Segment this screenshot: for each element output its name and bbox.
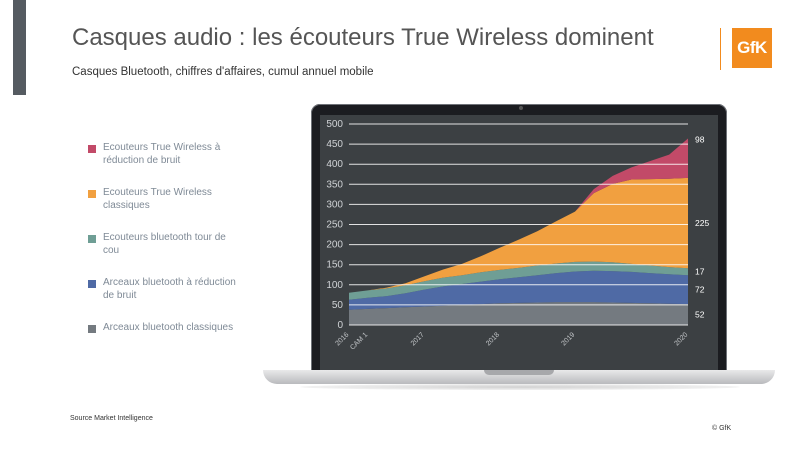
area-series-2 <box>349 261 688 300</box>
legend-label-headband-noise: Arceaux bluetooth à réduction de bruit <box>103 277 236 301</box>
x-tick-label: 2016 <box>334 331 350 347</box>
end-value-label: 72 <box>695 285 705 295</box>
end-value-label: 17 <box>695 267 705 277</box>
legend-label-neckband: Ecouteurs bluetooth tour de cou <box>103 232 226 256</box>
y-tick-label: 0 <box>337 320 343 331</box>
y-tick-label: 500 <box>326 119 343 130</box>
legend-label-tw-classic: Ecouteurs True Wireless classiques <box>103 187 212 211</box>
left-accent-bar <box>13 0 26 95</box>
y-tick-label: 50 <box>332 300 344 311</box>
legend-label-tw-noise: Ecouteurs True Wireless à réduction de b… <box>103 142 221 166</box>
laptop-notch <box>484 370 554 375</box>
legend-item-tw-classic: Ecouteurs True Wireless classiques <box>88 187 238 212</box>
legend-swatch-headband-noise <box>88 280 96 288</box>
x-tick-label: 2017 <box>410 331 426 347</box>
y-tick-label: 200 <box>326 240 343 251</box>
x-tick-label: CAM 1 <box>349 331 369 351</box>
y-tick-label: 300 <box>326 199 343 210</box>
legend-label-headband-classic: Arceaux bluetooth classiques <box>103 322 234 333</box>
legend-item-neckband: Ecouteurs bluetooth tour de cou <box>88 232 238 257</box>
page-subtitle: Casques Bluetooth, chiffres d'affaires, … <box>72 66 374 78</box>
y-tick-label: 250 <box>326 220 343 231</box>
laptop-shadow <box>300 384 740 390</box>
end-value-label: 52 <box>695 310 705 320</box>
area-series-0 <box>349 302 688 325</box>
legend-swatch-headband-classic <box>88 325 96 333</box>
x-tick-label: 2019 <box>560 331 576 347</box>
x-tick-label: 2018 <box>485 331 501 347</box>
copyright-note: © GfK <box>712 425 732 432</box>
page-title: Casques audio : les écouteurs True Wirel… <box>72 24 654 51</box>
source-note: Source Market Intelligence <box>70 415 153 422</box>
y-tick-label: 100 <box>326 280 343 291</box>
y-tick-label: 350 <box>326 179 343 190</box>
end-value-label: 225 <box>695 218 709 228</box>
laptop-base <box>263 370 775 384</box>
legend-item-headband-noise: Arceaux bluetooth à réduction de bruit <box>88 277 238 302</box>
logo-text: GfK <box>737 38 767 57</box>
y-tick-label: 150 <box>326 260 343 271</box>
end-value-label: 98 <box>695 134 705 144</box>
laptop-camera <box>519 106 523 110</box>
area-series-3 <box>349 177 688 293</box>
y-tick-label: 450 <box>326 139 343 150</box>
legend-item-tw-noise: Ecouteurs True Wireless à réduction de b… <box>88 142 238 167</box>
area-series-1 <box>349 270 688 310</box>
y-tick-label: 400 <box>326 159 343 170</box>
legend-swatch-tw-classic <box>88 190 96 198</box>
laptop-screen: 0 50 100 150 200 250 300 350 400 450 500 2016 CAM 1 2… <box>320 115 718 370</box>
legend-item-headband-classic: Arceaux bluetooth classiques <box>88 322 238 335</box>
legend-swatch-tw-noise <box>88 145 96 153</box>
x-tick-label: 2020 <box>673 331 689 347</box>
logo-divider <box>720 28 721 70</box>
gfk-logo: GfK <box>732 28 772 68</box>
legend-swatch-neckband <box>88 235 96 243</box>
